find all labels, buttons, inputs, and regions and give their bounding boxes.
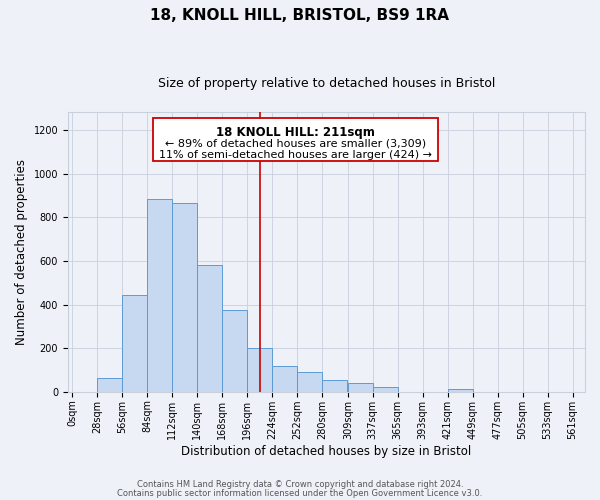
Bar [448, 388, 473, 392]
Title: Size of property relative to detached houses in Bristol: Size of property relative to detached ho… [158, 78, 495, 90]
Y-axis label: Number of detached properties: Number of detached properties [15, 159, 28, 345]
Bar [97, 378, 122, 392]
Text: Contains HM Land Registry data © Crown copyright and database right 2024.: Contains HM Land Registry data © Crown c… [137, 480, 463, 489]
Bar [272, 366, 297, 392]
FancyBboxPatch shape [152, 118, 438, 160]
Bar [247, 348, 272, 392]
X-axis label: Distribution of detached houses by size in Bristol: Distribution of detached houses by size … [181, 444, 472, 458]
Bar [348, 383, 373, 392]
Bar [197, 265, 222, 392]
Bar [322, 380, 347, 392]
Text: 11% of semi-detached houses are larger (424) →: 11% of semi-detached houses are larger (… [159, 150, 432, 160]
Bar [147, 198, 172, 392]
Bar [297, 372, 322, 392]
Bar [222, 310, 247, 392]
Text: Contains public sector information licensed under the Open Government Licence v3: Contains public sector information licen… [118, 488, 482, 498]
Bar [373, 388, 398, 392]
Text: 18, KNOLL HILL, BRISTOL, BS9 1RA: 18, KNOLL HILL, BRISTOL, BS9 1RA [151, 8, 449, 22]
Bar [172, 203, 197, 392]
Bar [122, 294, 147, 392]
Text: ← 89% of detached houses are smaller (3,309): ← 89% of detached houses are smaller (3,… [164, 138, 426, 148]
Text: 18 KNOLL HILL: 211sqm: 18 KNOLL HILL: 211sqm [216, 126, 374, 138]
